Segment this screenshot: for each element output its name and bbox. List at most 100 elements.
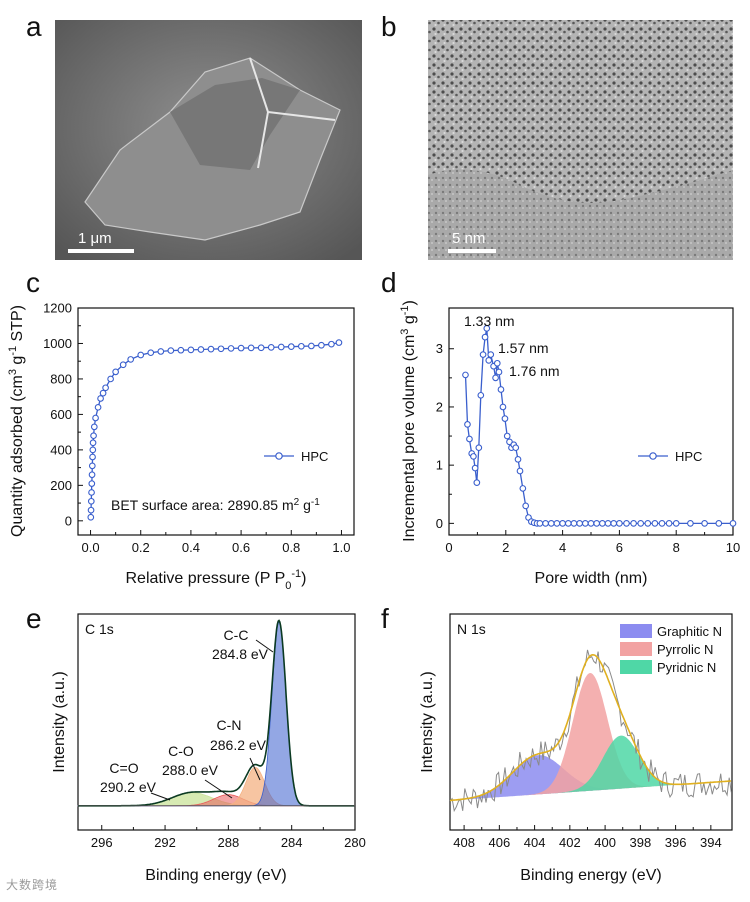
pore-distribution-point — [493, 359, 501, 367]
legend-marker-c — [275, 452, 283, 460]
isotherm-point — [335, 339, 343, 346]
isotherm-point — [88, 489, 95, 496]
x-tick-label: 280 — [344, 835, 366, 850]
pore-distribution-point — [495, 368, 503, 376]
pore-distribution-point — [542, 520, 549, 527]
pore-distribution-point — [729, 520, 737, 527]
pore-distribution-point — [470, 453, 477, 460]
peak-value-cc: 284.8 eV — [212, 646, 269, 662]
isotherm-point — [87, 513, 95, 521]
isotherm-point — [88, 480, 96, 487]
pore-distribution-point — [522, 502, 530, 510]
bet-annotation: BET surface area: 2890.85 m2 g-1 — [111, 497, 320, 514]
x-tick-label: 284 — [281, 835, 303, 850]
peak-label-1: 1.33 nm — [464, 313, 515, 329]
isotherm-point — [102, 384, 109, 392]
isotherm-point — [112, 368, 119, 376]
y-tick-label: 3 — [436, 341, 443, 356]
isotherm-point — [119, 361, 127, 369]
x-tick-label: 402 — [559, 835, 581, 850]
xlabel-d: Pore width (nm) — [535, 570, 648, 587]
y-tick-label: 0 — [436, 516, 443, 531]
isotherm-point — [318, 341, 325, 349]
isotherm-point — [127, 356, 135, 363]
pore-distribution-point — [501, 415, 509, 422]
pore-distribution-point — [553, 520, 561, 527]
peak-pyrrolic-area — [450, 673, 732, 801]
pore-distribution-point — [481, 333, 489, 341]
plot-frame-e — [77, 613, 356, 831]
pore-distribution-point — [536, 520, 544, 527]
pore-distribution-point — [672, 520, 680, 527]
y-tick-label: 1 — [436, 458, 443, 473]
pore-distribution-point — [604, 520, 612, 527]
pore-distribution-point — [581, 520, 589, 527]
x-tick-label: 2 — [502, 540, 509, 555]
fit-envelope-f — [450, 653, 732, 802]
isotherm-point — [247, 344, 255, 352]
x-tick-label: 292 — [154, 835, 176, 850]
y-tick-label: 200 — [50, 478, 72, 493]
y-tick-label: 1000 — [43, 336, 72, 351]
scale-bar-b — [448, 249, 496, 253]
xlabel-e: Binding energy (eV) — [145, 867, 286, 884]
pore-distribution-point — [519, 485, 527, 492]
isotherm-point — [177, 346, 185, 354]
isotherm-point — [267, 344, 275, 351]
scale-label-b: 5 nm — [452, 230, 485, 247]
x-tick-label: 404 — [524, 835, 546, 850]
x-tick-label: 0.6 — [232, 540, 250, 555]
peak-name-cn: C-N — [217, 717, 242, 733]
pore-distribution-point — [514, 455, 522, 463]
legend-marker-d — [649, 452, 657, 460]
axes-c: 0.0 0.2 0.4 0.6 0.8 1.0 0 200 400 600 800 1000 1200 — [43, 301, 350, 556]
pore-distribution-point — [499, 403, 507, 411]
y-tick-label: 1200 — [43, 301, 72, 316]
isotherm-point — [89, 439, 97, 447]
isotherm-point — [157, 348, 165, 355]
x-tick-label: 296 — [91, 835, 113, 850]
panel-d: d 0 2 4 6 8 10 0 1 2 3 Pore width (nm) Incrementa… — [381, 267, 740, 587]
watermark: 大数跨境 — [6, 878, 59, 892]
arrow-cc — [255, 639, 274, 653]
sem-facet — [170, 78, 300, 170]
x-tick-label: 8 — [673, 540, 680, 555]
arrow-cn — [249, 757, 261, 781]
y-tick-label: 400 — [50, 442, 72, 457]
x-tick-label: 0.2 — [132, 540, 150, 555]
sem-ridge — [249, 57, 336, 169]
legend-swatch-pyridnic — [620, 660, 652, 674]
y-tick-label: 0 — [65, 513, 72, 528]
title-f: N 1s — [457, 621, 486, 637]
axes-e: 296 292 288 284 280 — [91, 825, 366, 850]
isotherm-point — [97, 395, 104, 402]
isotherm-point — [92, 414, 99, 422]
y-tick-label: 600 — [50, 407, 72, 422]
peak-name-cc: C-C — [224, 627, 249, 643]
peak-name-co: C-O — [168, 743, 194, 759]
plot-frame-f — [449, 613, 733, 831]
pore-distribution-point — [464, 421, 471, 428]
series-c — [87, 339, 343, 521]
panel-letter-e: e — [26, 603, 42, 634]
legend-swatch-graphitic — [620, 624, 652, 638]
isotherm-point — [99, 389, 107, 397]
pore-distribution-point — [473, 479, 481, 486]
isotherm-point — [167, 347, 175, 354]
peak-value-co: 288.0 eV — [162, 762, 219, 778]
pore-distribution-point — [599, 520, 606, 527]
x-tick-label: 6 — [616, 540, 623, 555]
x-tick-label: 398 — [629, 835, 651, 850]
series-e — [77, 619, 355, 807]
isotherm-point — [307, 342, 315, 350]
arrow-c=o — [150, 792, 171, 801]
panel-e: e 296 292 288 284 280 C 1s Binding energy (e… — [26, 603, 366, 884]
ylabel-c: Quantity adsorbed (cm3 g-1 STP) — [7, 305, 26, 537]
pore-distribution-point — [487, 351, 495, 358]
xlabel-c: Relative pressure (P P0-1) — [125, 568, 306, 592]
pore-distribution-point — [485, 357, 493, 364]
x-tick-label: 400 — [594, 835, 616, 850]
isotherm-point — [297, 342, 305, 350]
legend-label-pyridnic: Pyridnic N — [657, 660, 716, 675]
scale-label-a: 1 μm — [78, 230, 112, 247]
